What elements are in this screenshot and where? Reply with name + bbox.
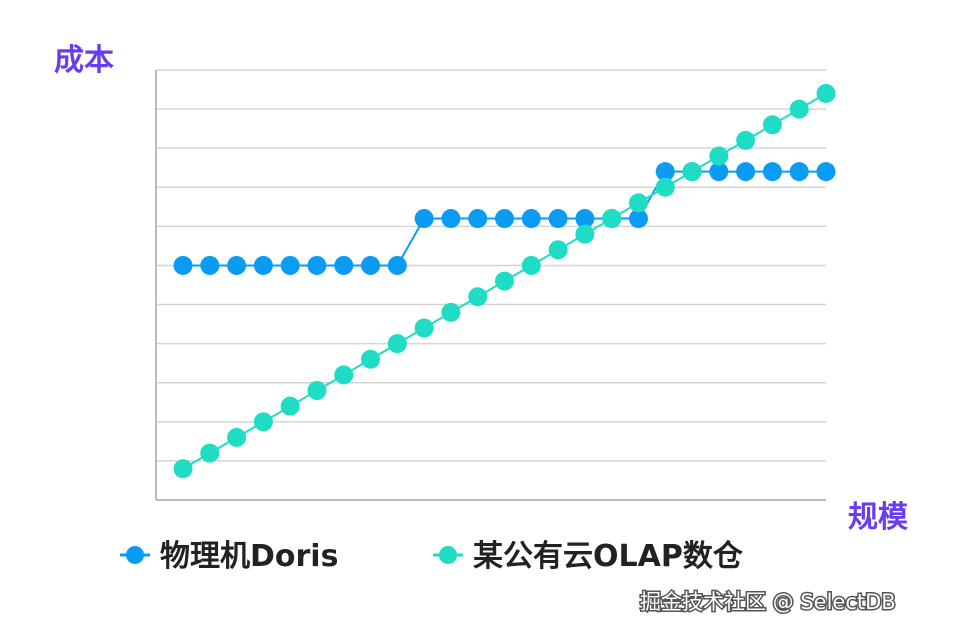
series-physical	[173, 162, 836, 275]
data-point	[334, 255, 354, 275]
data-point	[361, 349, 381, 369]
data-point	[762, 162, 782, 182]
data-point	[495, 271, 514, 291]
legend-item-physical: 物理机Doris	[120, 539, 338, 574]
data-point	[280, 255, 300, 275]
data-point	[628, 209, 648, 229]
data-point	[414, 209, 434, 229]
data-point	[789, 99, 809, 119]
data-point	[173, 255, 193, 275]
data-point	[361, 255, 381, 275]
data-point	[280, 396, 300, 416]
data-point	[736, 162, 756, 182]
data-point	[709, 162, 729, 182]
legend-marker-physical	[126, 546, 144, 564]
data-point	[575, 224, 595, 244]
data-point	[548, 209, 568, 229]
data-point	[387, 334, 407, 354]
data-point	[468, 209, 488, 229]
data-point	[307, 381, 327, 401]
x-axis-title: 规模	[848, 500, 908, 535]
grid-lines	[156, 69, 826, 501]
data-point	[441, 302, 461, 322]
legend-label-physical: 物理机Doris	[160, 539, 338, 574]
data-point	[200, 443, 220, 463]
series-layer	[173, 83, 836, 479]
legend-label-cloud: 某公有云OLAP数仓	[473, 539, 744, 574]
data-point	[789, 162, 809, 182]
data-point	[441, 209, 461, 229]
data-point	[227, 255, 247, 275]
legend-item-cloud: 某公有云OLAP数仓	[433, 539, 744, 574]
data-point	[682, 162, 702, 182]
watermark-text: 掘金技术社区 @ SelectDB	[640, 590, 896, 614]
data-point	[521, 209, 541, 229]
data-point	[468, 287, 488, 307]
legend: 物理机Doris 某公有云OLAP数仓	[120, 539, 744, 574]
data-point	[736, 130, 756, 150]
data-point	[762, 115, 782, 135]
data-point	[628, 193, 648, 213]
data-point	[655, 162, 675, 182]
data-point	[548, 240, 568, 260]
data-point	[253, 412, 273, 432]
data-point	[334, 365, 354, 385]
data-point	[387, 255, 407, 275]
data-point	[575, 209, 595, 229]
data-point	[200, 255, 220, 275]
legend-marker-cloud	[439, 546, 457, 564]
data-point	[414, 318, 434, 338]
data-point	[816, 83, 836, 103]
data-point	[253, 255, 273, 275]
data-point	[521, 255, 541, 275]
data-point	[816, 162, 836, 182]
data-point	[655, 177, 675, 197]
data-point	[307, 255, 327, 275]
series-cloud	[173, 83, 836, 479]
data-point	[602, 209, 622, 229]
data-point	[227, 427, 247, 447]
y-axis-title: 成本	[54, 43, 114, 78]
data-point	[495, 209, 514, 229]
data-point	[173, 459, 193, 479]
data-point	[709, 146, 729, 166]
